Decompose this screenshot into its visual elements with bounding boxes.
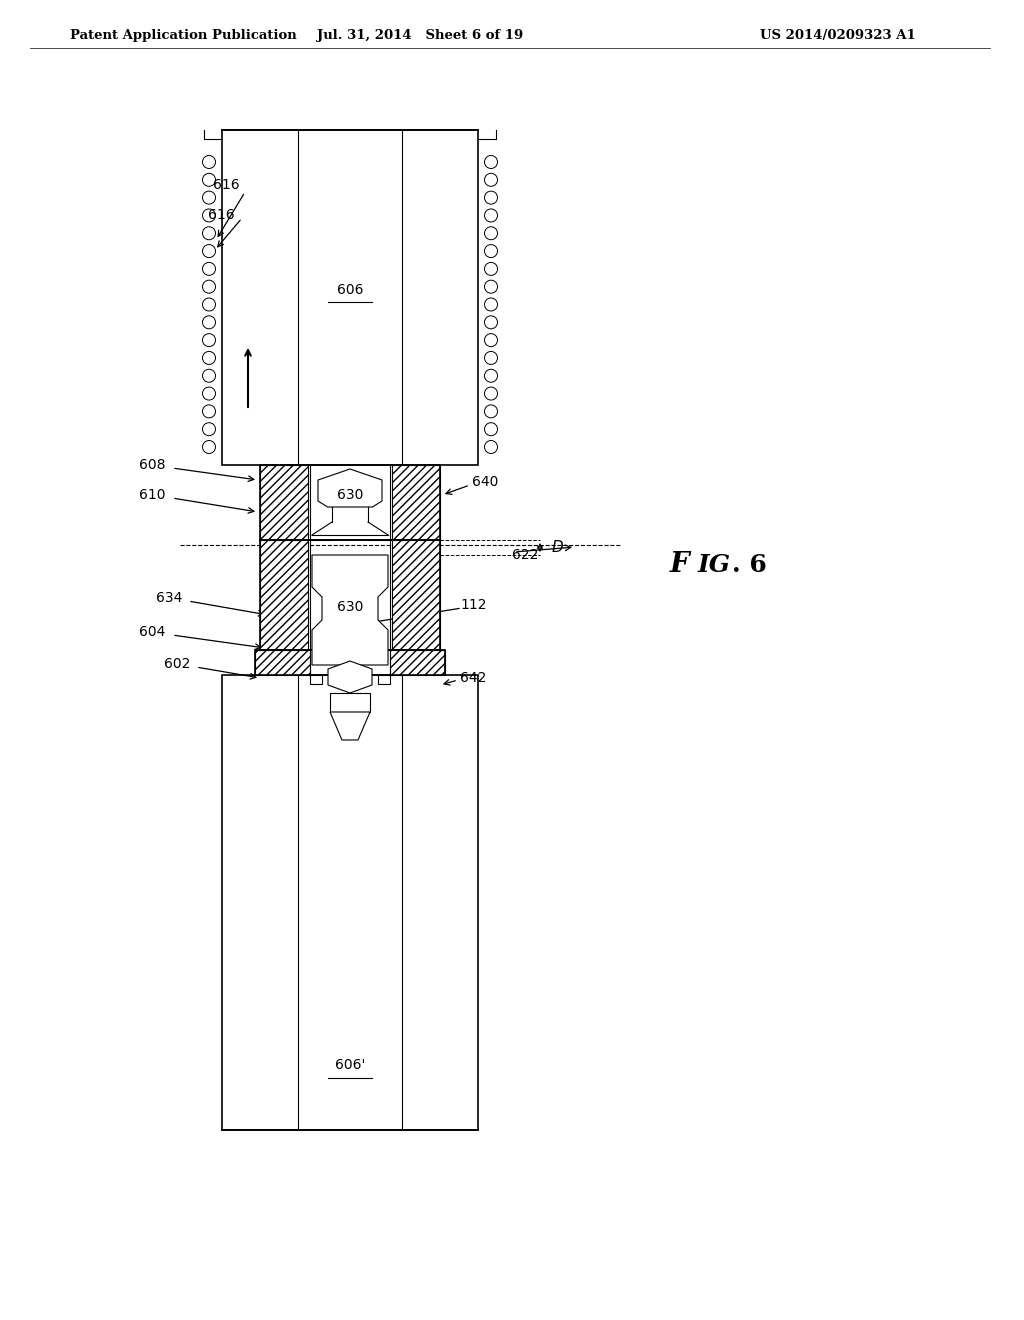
Polygon shape — [328, 661, 372, 693]
Polygon shape — [378, 675, 390, 684]
Text: 112: 112 — [460, 598, 486, 612]
Text: 616: 616 — [213, 178, 240, 191]
Polygon shape — [255, 649, 310, 675]
Polygon shape — [392, 540, 440, 649]
Text: 630: 630 — [337, 488, 364, 502]
Polygon shape — [260, 540, 308, 649]
Text: . 6: . 6 — [732, 553, 767, 577]
Bar — [222, 675, 478, 1130]
Text: 606: 606 — [337, 282, 364, 297]
Text: 610: 610 — [138, 488, 165, 502]
Text: Patent Application Publication: Patent Application Publication — [70, 29, 297, 41]
Text: 606': 606' — [335, 1059, 366, 1072]
Text: D: D — [552, 540, 564, 554]
Text: 608: 608 — [138, 458, 165, 473]
Polygon shape — [310, 675, 322, 684]
Text: 630: 630 — [337, 601, 364, 614]
Text: 640: 640 — [472, 475, 499, 488]
Text: 634: 634 — [156, 591, 182, 605]
Polygon shape — [390, 649, 445, 675]
Text: F: F — [670, 552, 690, 578]
Polygon shape — [330, 711, 370, 741]
Text: 602: 602 — [164, 657, 190, 671]
Bar — [330, 693, 370, 711]
Text: 642: 642 — [460, 671, 486, 685]
Polygon shape — [392, 465, 440, 540]
Text: 622: 622 — [512, 548, 539, 562]
Polygon shape — [312, 554, 388, 665]
Bar — [260, 540, 440, 649]
Text: 604: 604 — [138, 624, 165, 639]
Polygon shape — [318, 469, 382, 507]
Text: US 2014/0209323 A1: US 2014/0209323 A1 — [760, 29, 915, 41]
Bar — [255, 649, 445, 675]
Bar — [260, 465, 440, 540]
Text: 616: 616 — [208, 209, 234, 222]
Bar — [222, 129, 478, 465]
Text: IG: IG — [698, 553, 731, 577]
Text: Jul. 31, 2014   Sheet 6 of 19: Jul. 31, 2014 Sheet 6 of 19 — [316, 29, 523, 41]
Polygon shape — [260, 465, 308, 540]
